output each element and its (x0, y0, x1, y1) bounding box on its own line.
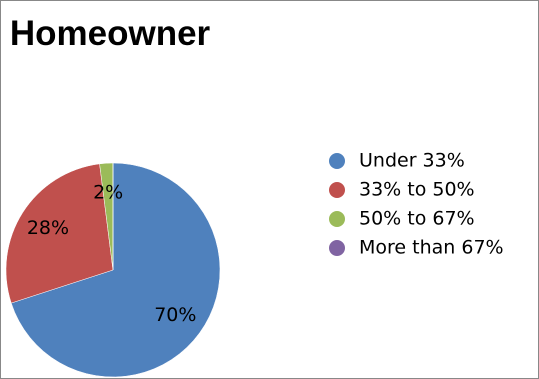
legend-marker (329, 182, 345, 198)
legend-marker (329, 211, 345, 227)
legend-label: 33% to 50% (359, 179, 475, 201)
chart-title: Homeowner (9, 14, 211, 53)
legend-label: 50% to 67% (359, 208, 475, 230)
data-label: 28% (27, 217, 69, 239)
data-label: 70% (154, 304, 196, 326)
legend-label: Under 33% (359, 150, 465, 172)
legend-marker (329, 240, 345, 256)
data-label: 2% (93, 182, 123, 204)
pie-slice (5, 163, 114, 304)
legend-label: More than 67% (359, 237, 504, 259)
legend-marker (329, 153, 345, 169)
pie-slice (10, 162, 221, 378)
